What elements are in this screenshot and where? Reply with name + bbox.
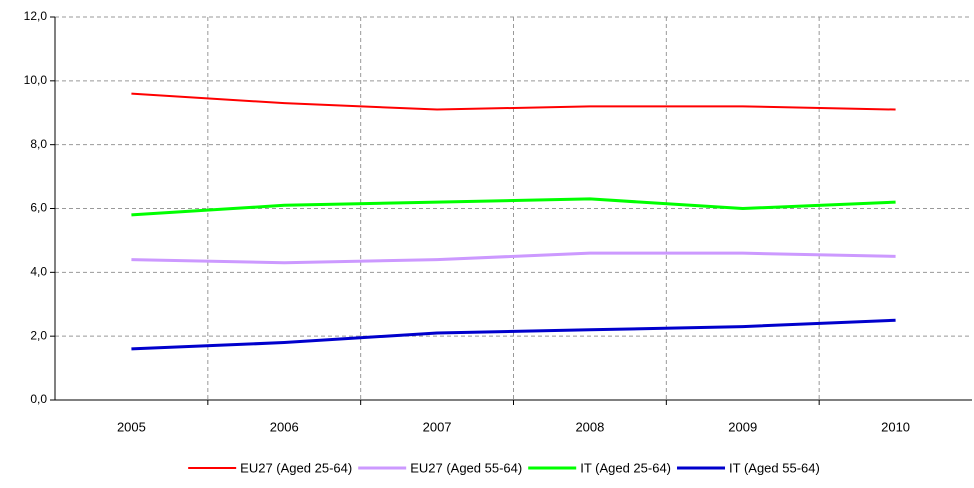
series-line bbox=[131, 92, 896, 111]
x-tick-label: 2005 bbox=[117, 419, 146, 434]
y-tick-label: 8,0 bbox=[30, 137, 47, 151]
y-tick-label: 2,0 bbox=[30, 328, 47, 342]
legend-label: IT (Aged 55-64) bbox=[729, 460, 820, 475]
series-line bbox=[131, 318, 896, 351]
series-line bbox=[131, 251, 896, 265]
x-tick-label: 2010 bbox=[881, 419, 910, 434]
y-tick-label: 4,0 bbox=[30, 265, 47, 279]
y-tick-label: 6,0 bbox=[30, 201, 47, 215]
legend-label: EU27 (Aged 25-64) bbox=[240, 460, 352, 475]
x-tick-label: 2007 bbox=[423, 419, 452, 434]
y-tick-label: 0,0 bbox=[30, 392, 47, 406]
legend-label: EU27 (Aged 55-64) bbox=[410, 460, 522, 475]
y-tick-label: 10,0 bbox=[24, 73, 48, 87]
y-tick-label: 12,0 bbox=[24, 9, 48, 23]
x-tick-label: 2009 bbox=[728, 419, 757, 434]
legend-label: IT (Aged 25-64) bbox=[580, 460, 671, 475]
x-tick-label: 2008 bbox=[575, 419, 604, 434]
series-line bbox=[131, 197, 896, 217]
x-tick-label: 2006 bbox=[270, 419, 299, 434]
